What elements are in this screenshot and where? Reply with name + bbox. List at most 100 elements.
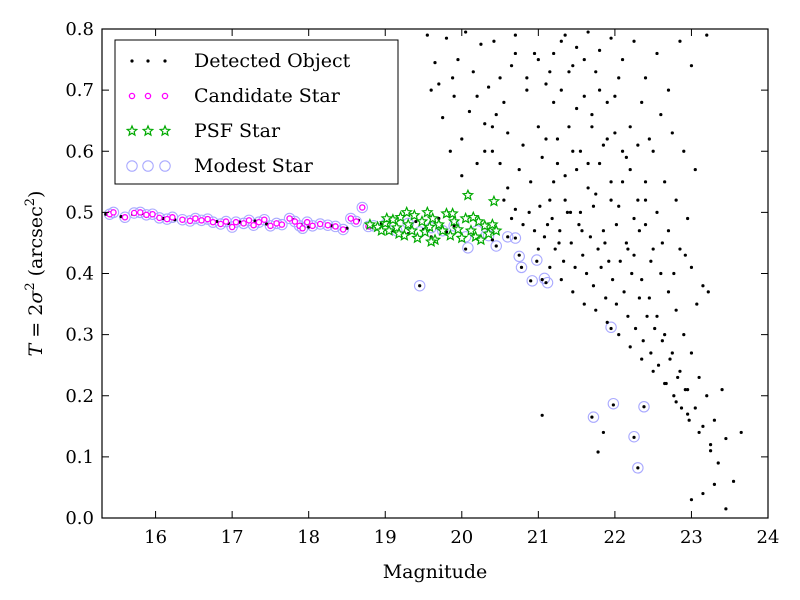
detected-object-point bbox=[624, 155, 628, 159]
modest-star-point bbox=[526, 275, 538, 287]
detected-object-point bbox=[663, 381, 667, 386]
detected-object-point bbox=[451, 76, 455, 80]
detected-object-point bbox=[601, 229, 606, 233]
detected-object-point bbox=[611, 403, 615, 407]
detected-object-point bbox=[567, 70, 571, 74]
detected-object-point bbox=[666, 290, 671, 294]
candidate-star-point bbox=[204, 215, 211, 223]
detected-object-point bbox=[624, 241, 628, 245]
detected-object-point bbox=[544, 281, 548, 285]
detected-object-point bbox=[609, 36, 613, 40]
candidate-star-point bbox=[179, 216, 186, 223]
psf-star-point bbox=[408, 208, 421, 221]
legend-label: Detected Object bbox=[194, 50, 351, 72]
detected-object-point bbox=[632, 435, 636, 439]
detected-object-point bbox=[502, 198, 506, 202]
detected-object-point bbox=[513, 33, 517, 37]
modest-star-point bbox=[413, 279, 426, 292]
detected-object-point bbox=[605, 137, 609, 141]
detected-object-point bbox=[521, 223, 525, 227]
psf-star-point bbox=[444, 229, 457, 241]
legend-marker bbox=[125, 124, 139, 137]
detected-object-point bbox=[609, 326, 613, 331]
detected-object-point bbox=[666, 229, 671, 233]
series-psf-star bbox=[363, 188, 503, 248]
detected-object-point bbox=[724, 436, 728, 441]
detected-object-point bbox=[591, 284, 596, 288]
modest-star-point bbox=[501, 231, 514, 243]
detected-object-point bbox=[617, 333, 621, 337]
detected-object-point bbox=[525, 88, 529, 92]
detected-object-point bbox=[614, 302, 619, 306]
detected-object-point bbox=[479, 42, 483, 46]
detected-object-point bbox=[689, 498, 694, 502]
detected-object-point bbox=[540, 413, 544, 417]
detected-object-point bbox=[571, 290, 575, 294]
detected-object-point bbox=[609, 180, 613, 184]
detected-object-point bbox=[689, 265, 694, 269]
detected-object-point bbox=[640, 100, 644, 104]
detected-object-point bbox=[636, 198, 640, 202]
detected-object-point bbox=[590, 415, 594, 419]
candidate-star-point bbox=[332, 223, 339, 230]
detected-object-point bbox=[640, 357, 644, 361]
detected-object-point bbox=[594, 308, 598, 312]
candidate-star-point bbox=[110, 209, 117, 216]
detected-object-point bbox=[689, 64, 694, 68]
detected-object-point bbox=[645, 314, 649, 318]
detected-object-point bbox=[701, 284, 705, 288]
y-tick-label: 0.6 bbox=[65, 141, 94, 162]
detected-object-point bbox=[490, 125, 495, 129]
detected-object-point bbox=[552, 100, 556, 104]
candidate-star-point bbox=[232, 218, 240, 226]
detected-object-point bbox=[521, 143, 525, 147]
psf-star-point bbox=[486, 218, 499, 230]
psf-star-point bbox=[447, 214, 461, 227]
candidate-star-point bbox=[228, 223, 236, 231]
detected-object-point bbox=[460, 174, 464, 178]
x-tick-label: 18 bbox=[297, 527, 320, 548]
candidate-star-point bbox=[217, 220, 224, 228]
candidate-star-point bbox=[240, 220, 247, 227]
candidate-star-point bbox=[352, 218, 360, 225]
detected-object-point bbox=[670, 131, 674, 135]
legend-box bbox=[114, 39, 399, 185]
legend-marker bbox=[142, 160, 154, 172]
detected-object-point bbox=[548, 198, 552, 202]
detected-object-point bbox=[506, 235, 510, 239]
candidate-star-point bbox=[222, 218, 230, 225]
detected-object-point bbox=[599, 265, 603, 269]
detected-object-point bbox=[706, 290, 710, 294]
detected-object-point bbox=[557, 241, 561, 245]
candidate-star-point bbox=[169, 214, 176, 221]
detected-object-point bbox=[607, 259, 611, 263]
detected-object-point bbox=[697, 375, 701, 380]
psf-star-point bbox=[482, 227, 495, 240]
detected-object-point bbox=[695, 302, 699, 306]
y-tick-label: 0.8 bbox=[65, 19, 94, 40]
detected-object-point bbox=[597, 48, 602, 52]
legend-item-modest-star: Modest Star bbox=[126, 155, 314, 177]
detected-object-point bbox=[701, 424, 705, 428]
candidate-star-point bbox=[198, 217, 205, 224]
modest-star-point bbox=[490, 240, 502, 252]
x-tick-label: 20 bbox=[450, 527, 473, 548]
detected-object-point bbox=[498, 76, 502, 80]
psf-star-point bbox=[446, 207, 459, 219]
detected-object-point bbox=[441, 116, 445, 120]
detected-object-point bbox=[689, 351, 694, 355]
psf-star-point bbox=[455, 231, 469, 244]
detected-object-point bbox=[666, 88, 671, 92]
detected-object-point bbox=[513, 51, 517, 56]
psf-star-point bbox=[380, 211, 394, 224]
detected-object-point bbox=[687, 418, 691, 422]
detected-object-point bbox=[562, 259, 566, 263]
psf-star-point bbox=[432, 218, 446, 230]
detected-object-point bbox=[577, 223, 581, 227]
psf-star-point bbox=[487, 194, 501, 207]
candidate-star-point bbox=[255, 218, 263, 226]
detected-object-point bbox=[632, 253, 636, 257]
detected-object-point bbox=[483, 122, 487, 126]
detected-object-point bbox=[660, 241, 664, 245]
psf-star-point bbox=[490, 224, 503, 237]
